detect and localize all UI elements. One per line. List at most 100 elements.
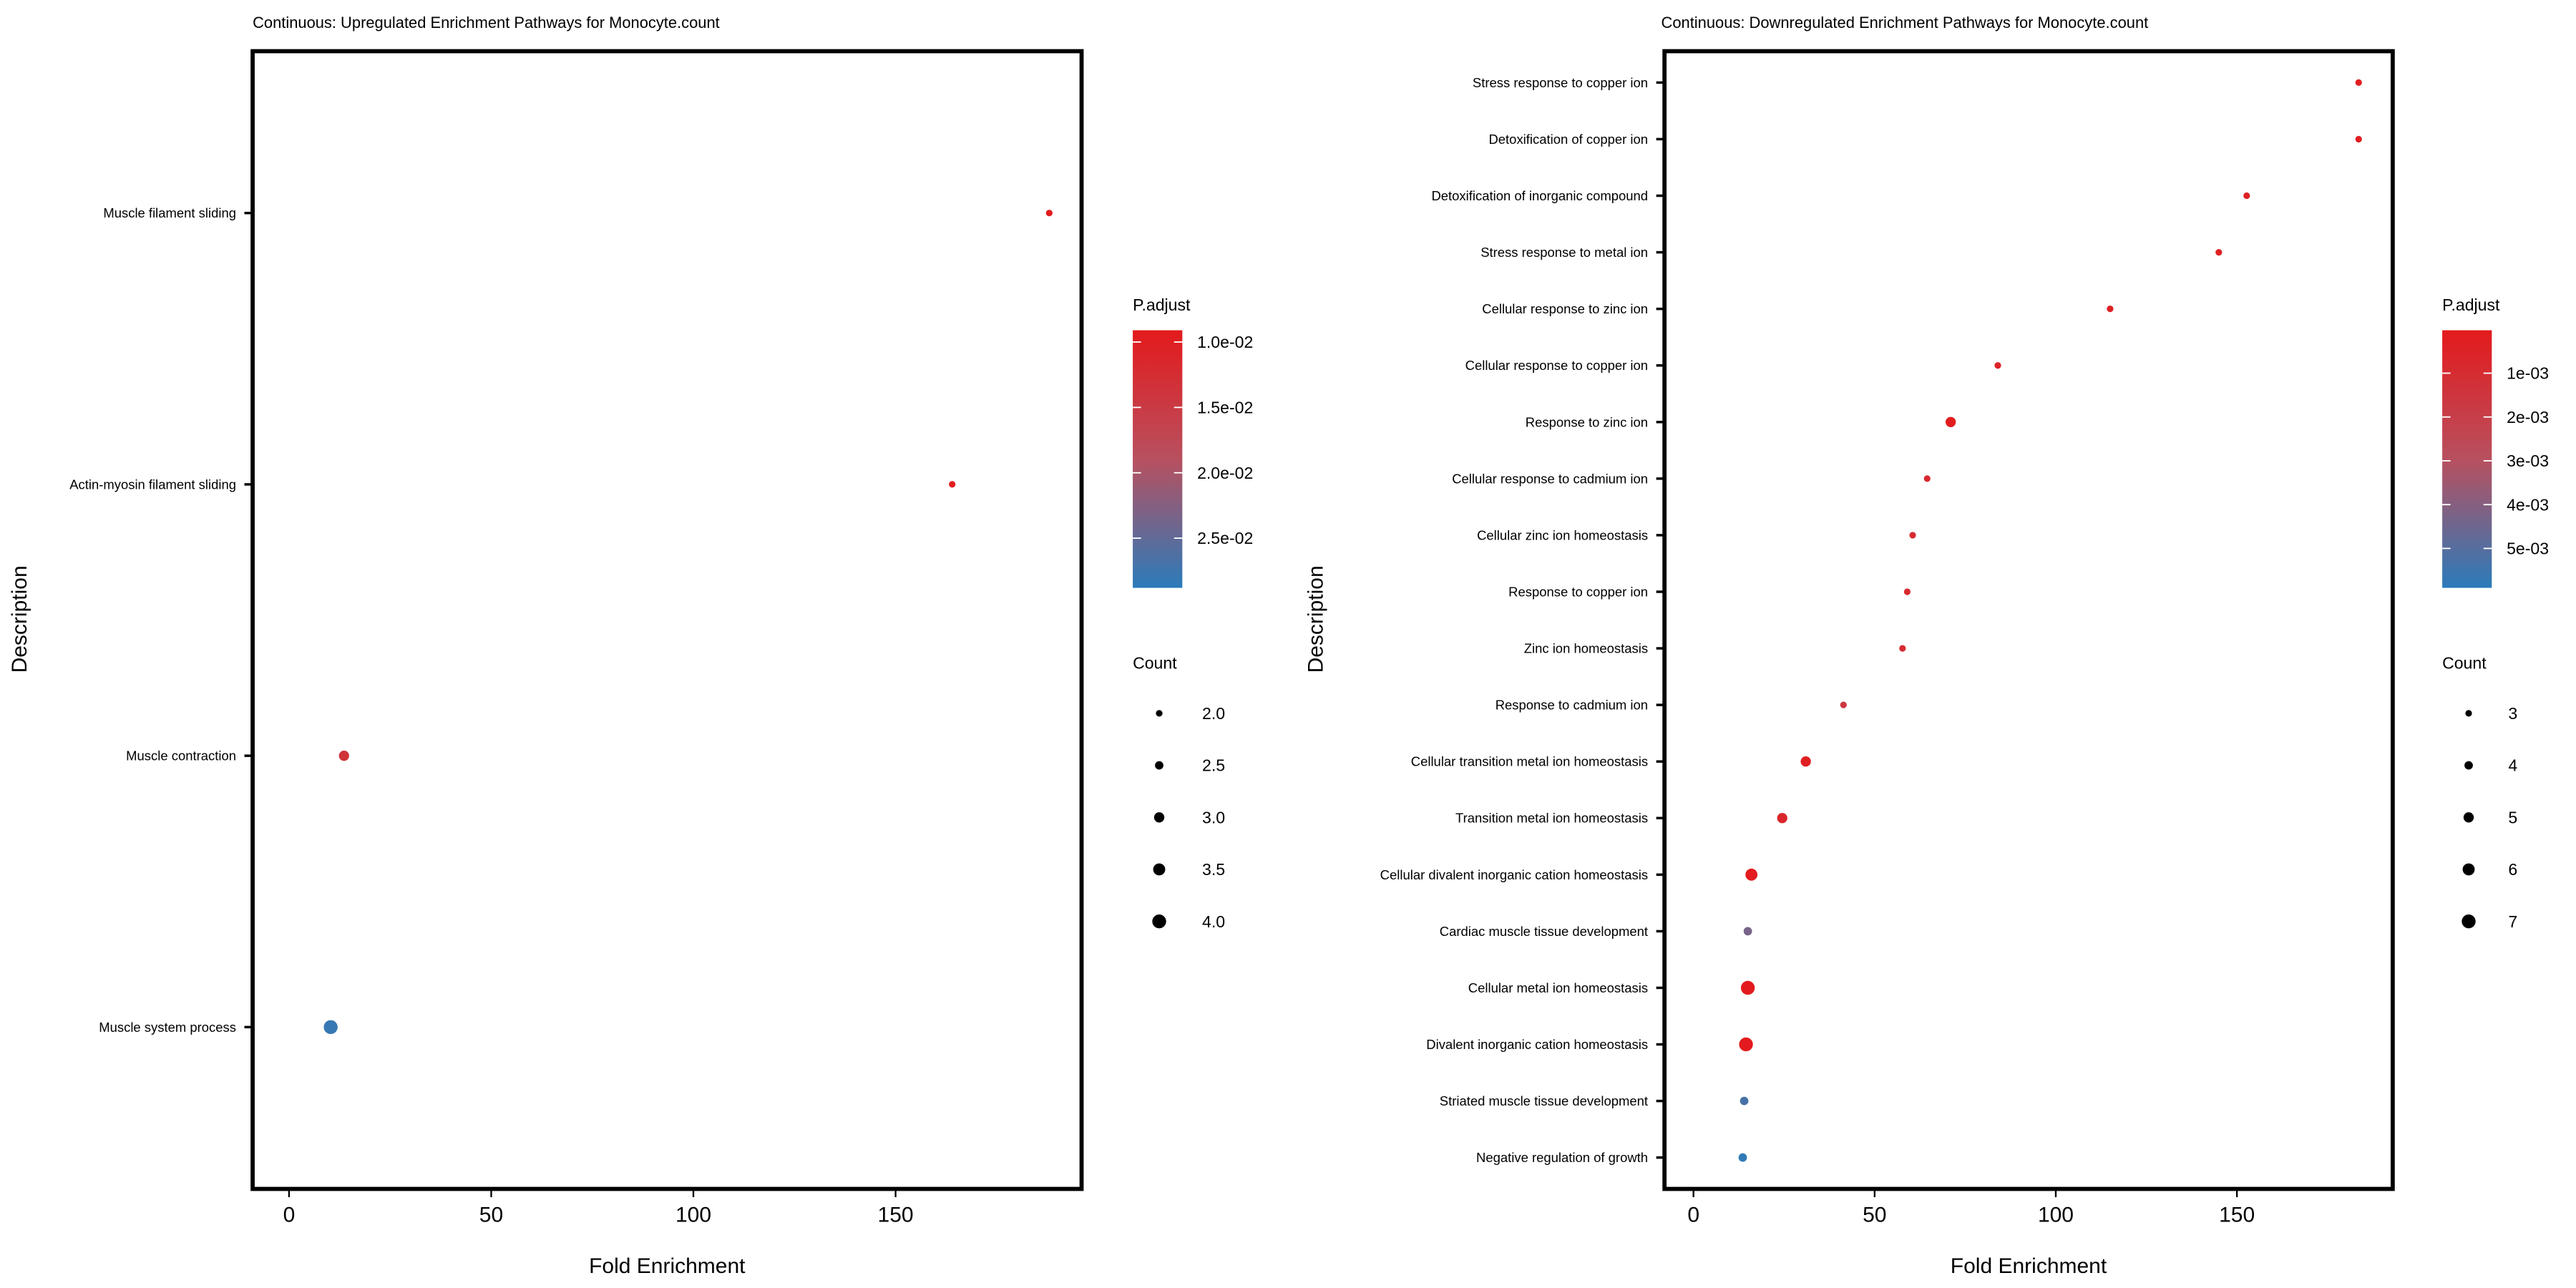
x-axis-title: Fold Enrichment <box>589 1254 746 1278</box>
data-point <box>1739 1037 1753 1052</box>
size-legend-label: 3.5 <box>1202 860 1225 879</box>
color-bar <box>1133 330 1183 588</box>
y-tick-label: Cellular response to copper ion <box>1465 358 1648 373</box>
y-tick-label: Cellular divalent inorganic cation homeo… <box>1380 867 1648 882</box>
data-point <box>1745 868 1758 881</box>
size-legend-dot <box>2462 863 2475 876</box>
data-point <box>1740 980 1755 995</box>
x-tick-label: 50 <box>1863 1204 1886 1227</box>
size-legend-label: 4.0 <box>1202 912 1225 931</box>
downregulated-panel: Continuous: Downregulated Enrichment Pat… <box>1304 14 2549 1278</box>
size-legend-label: 2.5 <box>1202 756 1225 775</box>
plot-panel-border <box>250 49 1084 1191</box>
data-point <box>2355 135 2362 143</box>
color-legend-label: 5e-03 <box>2507 540 2549 558</box>
color-legend-label: 1.5e-02 <box>1197 398 1253 416</box>
size-legend-dot <box>1153 863 1166 876</box>
y-tick-label: Muscle contraction <box>126 748 236 763</box>
y-tick-label: Negative regulation of growth <box>1476 1150 1648 1165</box>
data-point <box>949 481 956 488</box>
data-point <box>1899 645 1906 652</box>
y-tick-label: Muscle system process <box>99 1020 236 1035</box>
y-tick-label: Detoxification of copper ion <box>1488 132 1648 147</box>
size-legend-label: 3.0 <box>1202 808 1225 826</box>
y-tick-label: Actin-myosin filament sliding <box>69 477 236 492</box>
y-tick-label: Cellular response to zinc ion <box>1482 301 1648 316</box>
y-tick-label: Response to cadmium ion <box>1496 698 1648 713</box>
y-tick-label: Stress response to metal ion <box>1480 245 1648 260</box>
x-tick-label: 150 <box>2219 1204 2255 1227</box>
x-axis-title: Fold Enrichment <box>1951 1254 2107 1278</box>
size-legend-dot <box>1155 761 1163 770</box>
color-legend-label: 3e-03 <box>2507 452 2549 470</box>
data-point <box>1743 927 1752 936</box>
color-legend-label: 1.0e-02 <box>1197 333 1253 351</box>
data-point <box>1777 813 1787 824</box>
upregulated-panel: Continuous: Upregulated Enrichment Pathw… <box>8 14 1253 1278</box>
plot-panel-border <box>1662 49 2395 1191</box>
color-legend-label: 2e-03 <box>2507 408 2549 426</box>
data-point <box>1740 1096 1749 1106</box>
size-legend-dot <box>1152 914 1166 929</box>
size-legend-label: 2.0 <box>1202 704 1225 723</box>
y-tick-label: Response to copper ion <box>1508 584 1648 599</box>
y-tick-label: Response to zinc ion <box>1526 414 1648 429</box>
size-legend-label: 5 <box>2508 808 2517 826</box>
data-point <box>1909 532 1916 539</box>
y-axis-title: Description <box>1304 565 1327 673</box>
data-point <box>323 1020 338 1035</box>
data-point <box>1738 1153 1747 1162</box>
data-point <box>2215 248 2223 256</box>
size-legend-dot <box>2464 761 2473 770</box>
color-legend-title: P.adjust <box>1133 296 1191 314</box>
size-legend-dot <box>1153 812 1165 823</box>
x-tick-label: 100 <box>2038 1204 2074 1227</box>
size-legend-title: Count <box>1133 654 1177 673</box>
size-legend-dot <box>1156 710 1163 717</box>
data-point <box>1840 701 1847 708</box>
x-tick-label: 50 <box>479 1204 503 1227</box>
y-tick-label: Cellular zinc ion homeostasis <box>1477 527 1648 542</box>
x-tick-label: 0 <box>1687 1204 1699 1227</box>
x-tick-label: 150 <box>878 1204 914 1227</box>
y-tick-label: Cellular metal ion homeostasis <box>1468 980 1648 995</box>
x-tick-label: 0 <box>283 1204 296 1227</box>
y-tick-label: Stress response to copper ion <box>1473 75 1648 90</box>
data-point <box>1045 210 1053 217</box>
size-legend-dot <box>2463 812 2474 823</box>
y-tick-label: Muscle filament sliding <box>103 205 236 220</box>
data-point <box>338 751 349 761</box>
size-legend-dot <box>2465 710 2472 717</box>
data-point <box>1945 416 1956 427</box>
data-point <box>2107 306 2114 313</box>
y-tick-label: Cellular transition metal ion homeostasi… <box>1411 754 1648 769</box>
size-legend-label: 4 <box>2508 756 2517 775</box>
y-tick-label: Zinc ion homeostasis <box>1524 641 1648 656</box>
y-tick-label: Striated muscle tissue development <box>1440 1093 1648 1108</box>
y-tick-label: Cardiac muscle tissue development <box>1440 924 1648 939</box>
color-legend-label: 2.0e-02 <box>1197 464 1253 482</box>
size-legend-label: 3 <box>2508 704 2517 723</box>
chart-title: Continuous: Upregulated Enrichment Pathw… <box>253 14 720 31</box>
y-tick-label: Transition metal ion homeostasis <box>1455 811 1648 826</box>
data-point <box>1903 588 1911 595</box>
size-legend-label: 7 <box>2508 912 2517 931</box>
data-point <box>1800 756 1811 767</box>
chart-title: Continuous: Downregulated Enrichment Pat… <box>1662 14 2149 31</box>
color-bar <box>2442 330 2492 588</box>
color-legend-title: P.adjust <box>2442 296 2500 314</box>
size-legend-label: 6 <box>2508 860 2517 879</box>
y-axis-title: Description <box>8 565 31 673</box>
data-point <box>1994 362 2001 369</box>
y-tick-label: Divalent inorganic cation homeostasis <box>1426 1037 1648 1052</box>
color-legend-label: 2.5e-02 <box>1197 529 1253 547</box>
color-legend-label: 4e-03 <box>2507 495 2549 514</box>
data-point <box>2355 79 2362 86</box>
size-legend-title: Count <box>2442 654 2487 673</box>
size-legend-dot <box>2462 914 2476 929</box>
data-point <box>2243 192 2250 200</box>
data-point <box>1923 475 1931 482</box>
y-tick-label: Cellular response to cadmium ion <box>1452 471 1648 486</box>
x-tick-label: 100 <box>675 1204 711 1227</box>
